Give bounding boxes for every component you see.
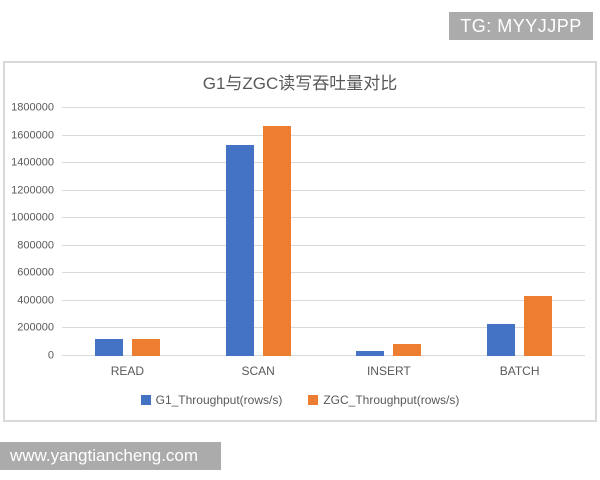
- x-axis-label-insert: INSERT: [366, 364, 411, 378]
- y-axis-tick-label: 1600000: [11, 129, 54, 142]
- bar-g1-read: [94, 338, 123, 356]
- bar-group-batch: [454, 108, 585, 356]
- legend-swatch-zgc: [308, 395, 319, 405]
- y-axis-tick-label: 1800000: [11, 101, 54, 114]
- bar-g1-batch: [487, 323, 516, 356]
- x-axis-label-batch: BATCH: [499, 364, 540, 378]
- legend: G1_Throughput(rows/s) ZGC_Throughput(rows…: [5, 393, 595, 407]
- site-watermark-bar: www.yangtiancheng.com: [0, 442, 221, 470]
- chart-title: G1与ZGC读写吞吐量对比: [202, 74, 398, 93]
- bar-g1-insert: [356, 350, 385, 356]
- y-axis-tick-label: 1000000: [11, 211, 54, 224]
- x-axis-label-scan: SCAN: [241, 364, 275, 378]
- gridline: [62, 327, 585, 329]
- y-axis-tick-label: 1200000: [11, 184, 54, 197]
- bar-group-insert: [324, 108, 455, 356]
- bar-zgc-batch: [524, 296, 553, 356]
- x-axis-label-read: READ: [110, 364, 145, 378]
- y-axis-tick-label: 1400000: [11, 156, 54, 169]
- bars-container: [62, 108, 585, 356]
- y-axis-tick-label: 600000: [17, 266, 54, 279]
- gridline: [62, 189, 585, 191]
- gridline: [62, 272, 585, 274]
- x-axis-line: [62, 355, 585, 356]
- gridline: [62, 134, 585, 136]
- legend-item-zgc: ZGC_Throughput(rows/s): [308, 393, 459, 407]
- x-axis: READ SCAN INSERT BATCH: [62, 364, 585, 378]
- plot-area: 0 200000 400000 600000 800000 1000000 1200000 1…: [11, 102, 585, 361]
- gridline: [62, 162, 585, 164]
- bar-group-scan: [193, 108, 324, 356]
- legend-label-zgc: ZGC_Throughput(rows/s): [323, 393, 460, 407]
- chart-frame: G1与ZGC读写吞吐量对比 0 200000 400000 600000 800000 1…: [3, 61, 597, 422]
- y-axis-tick-label: 200000: [17, 321, 54, 334]
- y-axis-tick-label: 0: [47, 349, 54, 362]
- y-axis-tick-label: 400000: [17, 294, 54, 307]
- gridline: [62, 217, 585, 219]
- bar-g1-scan: [225, 145, 254, 356]
- tg-watermark-badge: TG: MYYJJPP: [449, 12, 593, 40]
- y-axis-tick-label: 800000: [17, 239, 54, 252]
- bar-zgc-insert: [393, 343, 422, 356]
- bar-zgc-read: [131, 339, 160, 356]
- bar-zgc-scan: [262, 125, 291, 356]
- legend-item-g1: G1_Throughput(rows/s): [140, 393, 283, 407]
- gridline: [62, 299, 585, 301]
- bar-group-read: [62, 108, 193, 356]
- legend-swatch-g1: [140, 395, 151, 405]
- gridline: [62, 107, 585, 108]
- legend-label-g1: G1_Throughput(rows/s): [155, 393, 283, 407]
- gridline: [62, 244, 585, 246]
